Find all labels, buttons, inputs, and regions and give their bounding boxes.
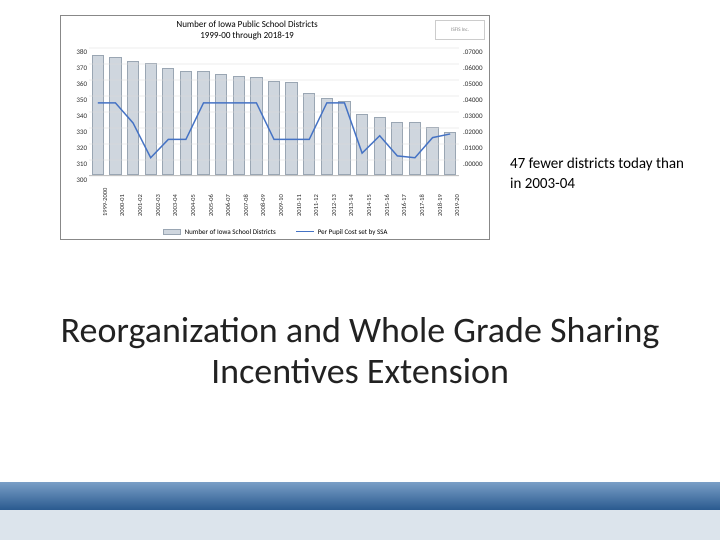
y-axis-left: 380370360350340330320310300 <box>63 44 87 188</box>
legend-swatch-line <box>296 231 314 232</box>
legend-item-line: Per Pupil Cost set by SSA <box>296 227 388 236</box>
line-series <box>89 48 459 175</box>
plot-area <box>89 48 459 176</box>
y-left-tick: 380 <box>63 44 87 60</box>
y-right-tick: .06000 <box>463 60 487 76</box>
x-tick: 2017-18 <box>418 194 426 216</box>
x-tick: 2008-09 <box>259 194 267 216</box>
y-right-tick: .07000 <box>463 44 487 60</box>
logo: ISFIS Inc. <box>435 20 485 40</box>
y-left-tick: 320 <box>63 140 87 156</box>
x-tick: 2019-20 <box>453 194 461 216</box>
chart-title-line1: Number of Iowa Public School Districts <box>176 19 317 30</box>
x-tick: 2012-13 <box>330 194 338 216</box>
x-tick: 2000-01 <box>118 194 126 216</box>
x-tick: 1999-2000 <box>101 188 109 216</box>
legend-swatch-bar <box>163 229 181 235</box>
y-right-tick: .01000 <box>463 140 487 156</box>
legend-item-bars: Number of Iowa School Districts <box>163 227 276 236</box>
x-tick: 2010-11 <box>295 194 303 216</box>
y-left-tick: 370 <box>63 60 87 76</box>
y-right-tick: .00000 <box>463 156 487 172</box>
x-tick: 2014-15 <box>365 194 373 216</box>
x-tick: 2005-06 <box>207 194 215 216</box>
footer-bar <box>0 482 720 510</box>
x-tick: 2009-10 <box>277 194 285 216</box>
x-tick: 2018-19 <box>436 194 444 216</box>
y-right-tick: .04000 <box>463 92 487 108</box>
x-tick: 2001-02 <box>136 194 144 216</box>
legend-label-bars: Number of Iowa School Districts <box>185 227 276 236</box>
annotation-text: 47 fewer districts today than in 2003-04 <box>510 155 690 194</box>
y-right-tick: .03000 <box>463 108 487 124</box>
y-left-tick: 350 <box>63 92 87 108</box>
x-tick: 2013-14 <box>347 194 355 216</box>
y-right-tick: .05000 <box>463 76 487 92</box>
y-left-tick: 310 <box>63 156 87 172</box>
y-left-tick: 360 <box>63 76 87 92</box>
y-right-tick: .02000 <box>463 124 487 140</box>
chart-container: ISFIS Inc. Number of Iowa Public School … <box>60 15 490 240</box>
x-tick: 2002-03 <box>154 194 162 216</box>
legend: Number of Iowa School Districts Per Pupi… <box>61 227 489 236</box>
x-tick: 2011-12 <box>312 194 320 216</box>
x-tick: 2004-05 <box>189 194 197 216</box>
x-tick: 2015-16 <box>383 194 391 216</box>
x-tick: 2006-07 <box>224 194 232 216</box>
y-left-tick: 340 <box>63 108 87 124</box>
x-tick: 2003-04 <box>171 194 179 216</box>
x-tick: 2007-08 <box>242 194 250 216</box>
x-axis: 1999-2000 2000-01 2001-02 2002-03 2003-04 200… <box>89 178 459 218</box>
headline: Reorganization and Whole Grade Sharing I… <box>0 310 720 393</box>
y-left-tick: 300 <box>63 172 87 188</box>
y-left-tick: 330 <box>63 124 87 140</box>
y-axis-right: .07000.06000.05000.04000.03000.02000.010… <box>463 44 487 172</box>
footer-light-band <box>0 510 720 540</box>
x-tick: 2016-17 <box>400 194 408 216</box>
chart-title-line2: 1999-00 through 2018-19 <box>200 30 294 41</box>
chart-title: Number of Iowa Public School Districts 1… <box>61 16 489 46</box>
legend-label-line: Per Pupil Cost set by SSA <box>318 227 388 236</box>
